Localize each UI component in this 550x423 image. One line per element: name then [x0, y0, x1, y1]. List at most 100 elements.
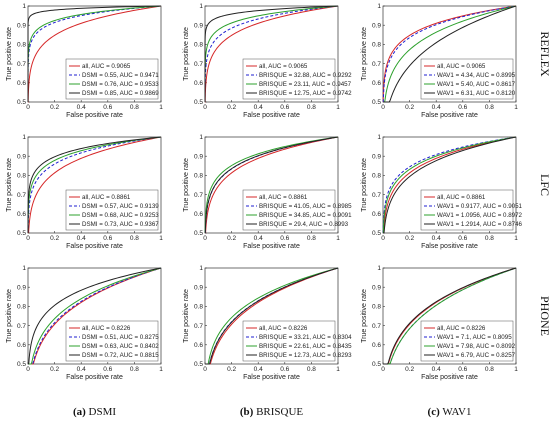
x-tick-label: 0: [203, 366, 207, 373]
x-axis-label: False positive rate: [421, 243, 478, 250]
roc-panel-phone-dsmi: 0 0.2 0.4 0.6 0.8 1 0.5 0.6 0.7 0.8 0.9 1 False posi…: [6, 265, 163, 381]
x-tick-label: 1: [514, 104, 518, 111]
y-tick-label: 0.7: [17, 61, 26, 68]
legend-entry: BRISQUE = 29.4, AUC = 0.8993: [259, 221, 349, 228]
x-tick-label: 0.8: [130, 235, 139, 242]
legend-entry: DSMI = 0.63, AUC = 0.8402: [82, 343, 159, 350]
roc-panel-lfc-wav1: 0 0.2 0.4 0.6 0.8 1 0.5 0.6 0.7 0.8 0.9 1 False posi…: [361, 134, 523, 250]
legend-entry: WAV1 = 6.79, AUC = 0.8257: [437, 352, 516, 359]
y-tick-label: 0.8: [194, 42, 203, 49]
x-tick-label: 0.8: [485, 104, 494, 111]
y-axis-label: True positive rate: [6, 158, 13, 212]
x-tick-label: 0.2: [227, 104, 236, 111]
y-tick-label: 0.6: [372, 211, 381, 218]
y-tick-label: 0.7: [194, 61, 203, 68]
legend-box: [420, 58, 514, 100]
y-tick-label: 0.5: [372, 361, 381, 368]
y-tick-label: 0.8: [194, 304, 203, 311]
roc-line-all: [205, 136, 339, 234]
caption-dsmi: (a) DSMI: [73, 406, 116, 418]
roc-line-series-2: [204, 136, 339, 234]
legend-entry: WAV1 = 7.1, AUC = 0.8095: [437, 334, 512, 341]
roc-line-series-2: [382, 136, 517, 234]
legend-box: [65, 189, 159, 231]
column-captions: (a) DSMI (b) BRISQUE (c) WAV1: [73, 406, 472, 418]
legend-entry: BRISQUE = 32.88, AUC = 0.9292: [259, 72, 352, 79]
x-tick-label: 0.6: [103, 235, 112, 242]
x-axis-label: False positive rate: [421, 112, 478, 119]
roc-line-series-3: [383, 5, 517, 103]
y-tick-label: 1: [377, 3, 381, 10]
x-tick-label: 0.2: [50, 366, 59, 373]
x-tick-label: 0.4: [432, 366, 441, 373]
x-axis-label: False positive rate: [243, 112, 300, 119]
caption-tag: (b): [240, 406, 254, 418]
x-tick-label: 1: [336, 235, 340, 242]
y-tick-label: 0.9: [372, 284, 381, 291]
roc-panel-lfc-dsmi: 0 0.2 0.4 0.6 0.8 1 0.5 0.6 0.7 0.8 0.9 1 False posi…: [6, 134, 163, 250]
y-tick-label: 1: [199, 3, 203, 10]
legend-entry: all, AUC = 0.8861: [259, 194, 308, 201]
legend-entry: DSMI = 0.51, AUC = 0.8275: [82, 334, 159, 341]
y-axis-label: True positive rate: [183, 158, 190, 212]
x-tick-label: 0: [203, 104, 207, 111]
legend-entry: all, AUC = 0.8226: [82, 325, 131, 332]
legend-entry: BRISQUE = 12.73, AUC = 0.8293: [259, 352, 352, 359]
y-tick-label: 0.6: [194, 342, 203, 349]
x-tick-label: 0.8: [130, 366, 139, 373]
y-tick-label: 0.8: [17, 304, 26, 311]
x-tick-label: 0.2: [405, 235, 414, 242]
legend-entry: DSMI = 0.85, AUC = 0.9869: [82, 90, 159, 97]
legend-entry: BRISQUE = 12.75, AUC = 0.9742: [259, 90, 352, 97]
roc-line-all: [383, 136, 517, 234]
y-tick-label: 1: [199, 134, 203, 141]
row-label-reflex: REFLEX: [538, 31, 550, 77]
roc-panel-reflex-brisque: 0 0.2 0.4 0.6 0.8 1 0.5 0.6 0.7 0.8 0.9 1 False posi…: [183, 3, 352, 119]
roc-panel-phone-wav1: 0 0.2 0.4 0.6 0.8 1 0.5 0.6 0.7 0.8 0.9 1 False posi…: [361, 265, 518, 381]
x-axis-label: False positive rate: [66, 112, 123, 119]
legend-entry: WAV1 = 0.9177, AUC = 0.9051: [437, 203, 523, 210]
y-axis-label: True positive rate: [361, 158, 368, 212]
x-tick-label: 0: [381, 235, 385, 242]
legend: all, AUC = 0.8861 DSMI = 0.57, AUC = 0.91…: [65, 189, 159, 231]
x-tick-label: 0.4: [432, 104, 441, 111]
legend: all, AUC = 0.8861 BRISQUE = 41.05, AUC = …: [242, 189, 352, 231]
x-axis-label: False positive rate: [66, 374, 123, 381]
legend-entry: BRISQUE = 22.61, AUC = 0.8435: [259, 343, 352, 350]
x-tick-label: 0.4: [77, 104, 86, 111]
y-tick-label: 0.7: [372, 323, 381, 330]
x-tick-label: 0.6: [458, 235, 467, 242]
caption-text: WAV1: [440, 406, 472, 418]
x-axis-label: False positive rate: [66, 243, 123, 250]
y-tick-label: 0.5: [372, 230, 381, 237]
x-tick-label: 0.4: [254, 104, 263, 111]
y-axis-label: True positive rate: [6, 289, 13, 343]
legend: all, AUC = 0.8226 WAV1 = 7.1, AUC = 0.809…: [420, 320, 516, 362]
y-tick-label: 0.9: [17, 22, 26, 29]
x-tick-label: 0.2: [50, 235, 59, 242]
x-tick-label: 1: [514, 235, 518, 242]
y-tick-label: 0.6: [17, 80, 26, 87]
y-tick-label: 0.6: [372, 342, 381, 349]
y-tick-label: 0.7: [17, 323, 26, 330]
legend-box: [242, 58, 336, 100]
x-tick-label: 0: [381, 104, 385, 111]
y-tick-label: 0.8: [17, 42, 26, 49]
roc-line-series-3: [28, 267, 162, 365]
x-tick-label: 0: [26, 104, 30, 111]
panel-grid: 0 0.2 0.4 0.6 0.8 1 0.5 0.6 0.7 0.8 0.9 1 False posi…: [6, 3, 523, 381]
y-tick-label: 0.9: [17, 284, 26, 291]
caption-brisque: (b) BRISQUE: [240, 406, 304, 418]
roc-line-series-1: [27, 136, 162, 234]
y-tick-label: 0.8: [372, 42, 381, 49]
legend: all, AUC = 0.9065 DSMI = 0.55, AUC = 0.94…: [65, 58, 159, 100]
roc-line-series-2: [27, 5, 162, 103]
x-tick-label: 0.6: [280, 366, 289, 373]
legend-entry: DSMI = 0.57, AUC = 0.9139: [82, 203, 159, 210]
y-axis-label: True positive rate: [361, 289, 368, 343]
y-tick-label: 0.5: [17, 361, 26, 368]
x-tick-label: 0.8: [307, 104, 316, 111]
x-tick-label: 0.8: [485, 235, 494, 242]
y-tick-label: 1: [377, 265, 381, 272]
